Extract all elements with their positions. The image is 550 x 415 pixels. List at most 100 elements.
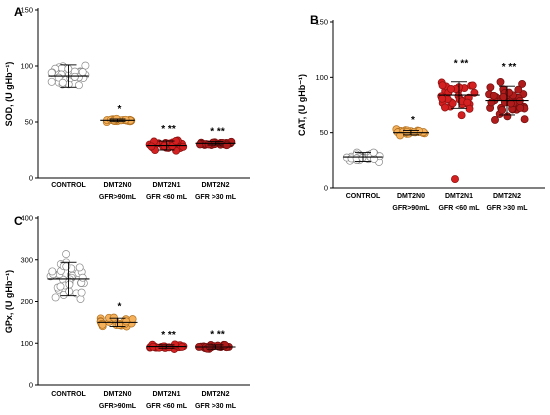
x-category-label: DMT2N1 — [445, 193, 473, 200]
data-point — [486, 83, 495, 92]
significance-marker: * — [118, 301, 122, 312]
data-point — [396, 131, 405, 140]
data-point — [109, 313, 118, 322]
data-point — [457, 111, 466, 120]
x-category-label: GFR <60 mL — [438, 205, 480, 212]
data-point — [75, 263, 84, 272]
panel-letter: C — [14, 214, 23, 228]
significance-marker: * — [118, 104, 122, 115]
data-point — [47, 77, 56, 86]
data-point — [78, 273, 87, 282]
data-point — [51, 293, 60, 302]
y-tick-label: 200 — [20, 297, 33, 306]
data-point — [447, 85, 455, 93]
data-point — [74, 81, 83, 90]
x-category-label: GFR>90mL — [99, 194, 137, 201]
x-category-label: GFR>90mL — [392, 205, 430, 212]
data-point — [489, 91, 498, 100]
x-category-label: DMT2N0 — [103, 182, 131, 189]
data-point — [465, 104, 474, 113]
data-point — [65, 280, 74, 289]
significance-marker: * ** — [210, 329, 225, 340]
y-tick-label: 400 — [20, 214, 33, 223]
data-point — [491, 115, 499, 124]
data-point — [520, 115, 529, 124]
y-tick-label: 0 — [324, 184, 328, 193]
data-point — [58, 78, 67, 87]
data-point — [487, 98, 496, 107]
x-category-label: GFR <60 mL — [146, 194, 188, 201]
x-category-label: DMT2N2 — [201, 182, 229, 189]
y-axis-label: SOD, (U gHb⁻¹) — [4, 62, 14, 127]
data-point — [147, 142, 156, 151]
data-point — [222, 141, 231, 150]
data-point — [441, 103, 449, 112]
data-point — [518, 79, 527, 88]
data-point — [438, 81, 447, 90]
outlier-point — [451, 175, 459, 184]
significance-marker: * ** — [502, 62, 517, 73]
y-tick-label: 100 — [20, 62, 33, 71]
x-category-label: DMT2N1 — [152, 391, 180, 398]
y-axis-label: CAT, (U gHb⁻¹) — [297, 74, 307, 136]
x-category-label: GFR >30 mL — [486, 205, 528, 212]
x-category-label: DMT2N0 — [397, 193, 425, 200]
x-category-label: GFR <60 mL — [146, 403, 188, 410]
y-tick-label: 300 — [20, 255, 33, 264]
x-category-label: DMT2N2 — [493, 193, 521, 200]
x-category-label: CONTROL — [51, 182, 86, 189]
panel-letter: B — [310, 13, 319, 27]
y-tick-label: 150 — [20, 6, 33, 15]
data-point — [358, 154, 367, 162]
x-category-label: GFR >30 mL — [195, 403, 237, 410]
x-category-label: CONTROL — [51, 391, 86, 398]
x-category-label: GFR>90mL — [99, 403, 137, 410]
data-point — [122, 317, 131, 326]
y-tick-label: 100 — [20, 339, 33, 348]
y-tick-label: 0 — [29, 174, 33, 183]
data-point — [438, 94, 447, 103]
significance-marker: * ** — [210, 126, 225, 137]
data-point — [448, 99, 457, 108]
panel-letter: A — [14, 5, 23, 19]
y-tick-label: 150 — [315, 18, 328, 27]
y-tick-label: 100 — [315, 73, 328, 82]
y-tick-label: 50 — [320, 128, 328, 137]
data-point — [505, 88, 513, 97]
y-axis-label: GPx, (U gHb⁻¹) — [4, 270, 14, 333]
data-point — [77, 288, 86, 297]
x-category-label: GFR >30 mL — [195, 194, 237, 201]
significance-marker: * ** — [161, 330, 176, 341]
data-point — [62, 250, 71, 259]
y-tick-label: 0 — [29, 381, 33, 390]
data-point — [369, 148, 378, 157]
panel-c: C GPx, (U gHb⁻¹) 0 100 200 300 400 CONTROL * DMT2… — [4, 214, 250, 410]
data-point — [47, 68, 56, 77]
panel-a: A SOD, (U gHb⁻¹) 0 50 100 150 CONTROL * DMT2N0 GF… — [4, 5, 250, 201]
data-point — [179, 142, 188, 151]
data-point — [516, 103, 525, 112]
data-point — [498, 106, 507, 114]
significance-marker: * ** — [454, 58, 469, 69]
data-point — [56, 282, 65, 291]
x-category-label: DMT2N0 — [103, 391, 131, 398]
panel-b: B CAT, (U gHb⁻¹) 0 50 100 150 CONTROL * DMT2N0 GF… — [297, 13, 545, 212]
x-category-label: CONTROL — [346, 193, 381, 200]
data-point — [403, 127, 411, 136]
significance-marker: * — [411, 115, 415, 126]
data-point — [165, 343, 174, 352]
data-point — [78, 68, 87, 77]
x-category-label: DMT2N1 — [152, 182, 180, 189]
data-point — [468, 81, 477, 90]
data-point — [70, 72, 79, 81]
data-point — [496, 77, 505, 86]
data-point — [81, 61, 90, 70]
data-point — [204, 140, 213, 149]
data-point — [155, 343, 164, 352]
data-point — [514, 85, 523, 94]
significance-marker: * ** — [161, 124, 176, 135]
data-point — [48, 267, 57, 276]
x-category-label: DMT2N2 — [201, 391, 229, 398]
y-tick-label: 50 — [25, 118, 33, 127]
